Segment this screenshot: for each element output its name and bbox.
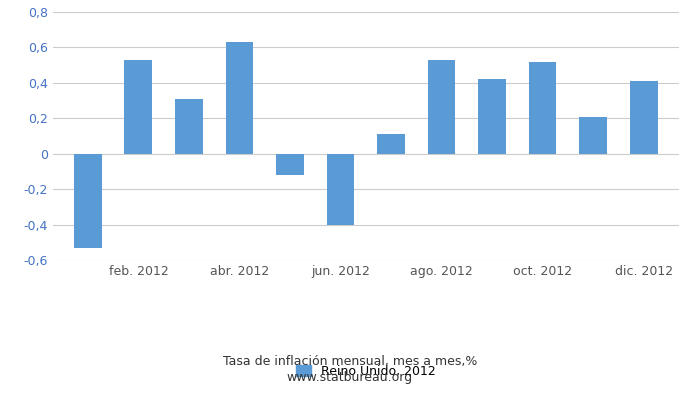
Bar [225,42,253,154]
Bar [74,154,102,248]
Text: Tasa de inflación mensual, mes a mes,%: Tasa de inflación mensual, mes a mes,% [223,356,477,368]
Bar [528,62,556,154]
Legend: Reino Unido, 2012: Reino Unido, 2012 [291,360,440,383]
Bar [630,81,657,154]
Bar [175,99,203,154]
Bar [377,134,405,154]
Bar [327,154,354,224]
Text: www.statbureau.org: www.statbureau.org [287,372,413,384]
Bar [276,154,304,175]
Bar [428,60,456,154]
Bar [579,116,607,154]
Bar [125,60,153,154]
Bar [478,79,506,154]
